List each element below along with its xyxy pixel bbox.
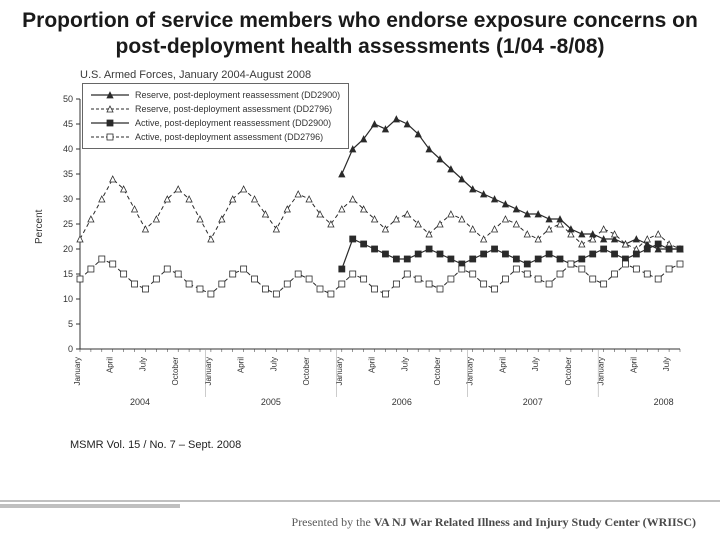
svg-text:July: July — [662, 357, 671, 371]
svg-text:July: July — [138, 357, 147, 371]
citation-text: MSMR Vol. 15 / No. 7 – Sept. 2008 — [70, 439, 700, 451]
svg-text:April: April — [106, 356, 115, 372]
svg-text:2007: 2007 — [523, 397, 543, 407]
svg-text:October: October — [564, 356, 573, 385]
svg-text:35: 35 — [63, 169, 73, 179]
svg-text:2004: 2004 — [130, 397, 150, 407]
svg-text:July: July — [531, 357, 540, 371]
svg-text:April: April — [498, 356, 507, 372]
svg-text:October: October — [433, 356, 442, 385]
svg-text:45: 45 — [63, 119, 73, 129]
svg-text:30: 30 — [63, 194, 73, 204]
svg-text:2006: 2006 — [392, 397, 412, 407]
svg-text:50: 50 — [63, 94, 73, 104]
svg-text:20: 20 — [63, 244, 73, 254]
chart-area: U.S. Armed Forces, January 2004-August 2… — [20, 69, 700, 429]
slide-container: Proportion of service members who endors… — [0, 0, 720, 540]
svg-text:0: 0 — [68, 344, 73, 354]
svg-text:April: April — [237, 356, 246, 372]
svg-text:40: 40 — [63, 144, 73, 154]
svg-text:5: 5 — [68, 319, 73, 329]
svg-text:2005: 2005 — [261, 397, 281, 407]
footer-prefix: Presented by the — [292, 515, 374, 529]
svg-text:April: April — [368, 356, 377, 372]
slide-title: Proportion of service members who endors… — [20, 8, 700, 61]
svg-text:2008: 2008 — [654, 397, 674, 407]
footer-attribution: Presented by the VA NJ War Related Illne… — [292, 515, 696, 530]
svg-text:25: 25 — [63, 219, 73, 229]
footer-accent-bar — [0, 504, 180, 508]
svg-text:October: October — [171, 356, 180, 385]
svg-text:15: 15 — [63, 269, 73, 279]
footer-divider — [0, 500, 720, 502]
svg-text:April: April — [629, 356, 638, 372]
svg-text:10: 10 — [63, 294, 73, 304]
svg-text:July: July — [269, 357, 278, 371]
svg-text:January: January — [73, 357, 82, 385]
svg-text:July: July — [400, 357, 409, 371]
footer-org: VA NJ War Related Illness and Injury Stu… — [374, 515, 696, 529]
svg-text:October: October — [302, 356, 311, 385]
chart-plot: 0 5 10 15 20 25 30 35 40 45 50 January April July Octo… — [20, 69, 700, 429]
